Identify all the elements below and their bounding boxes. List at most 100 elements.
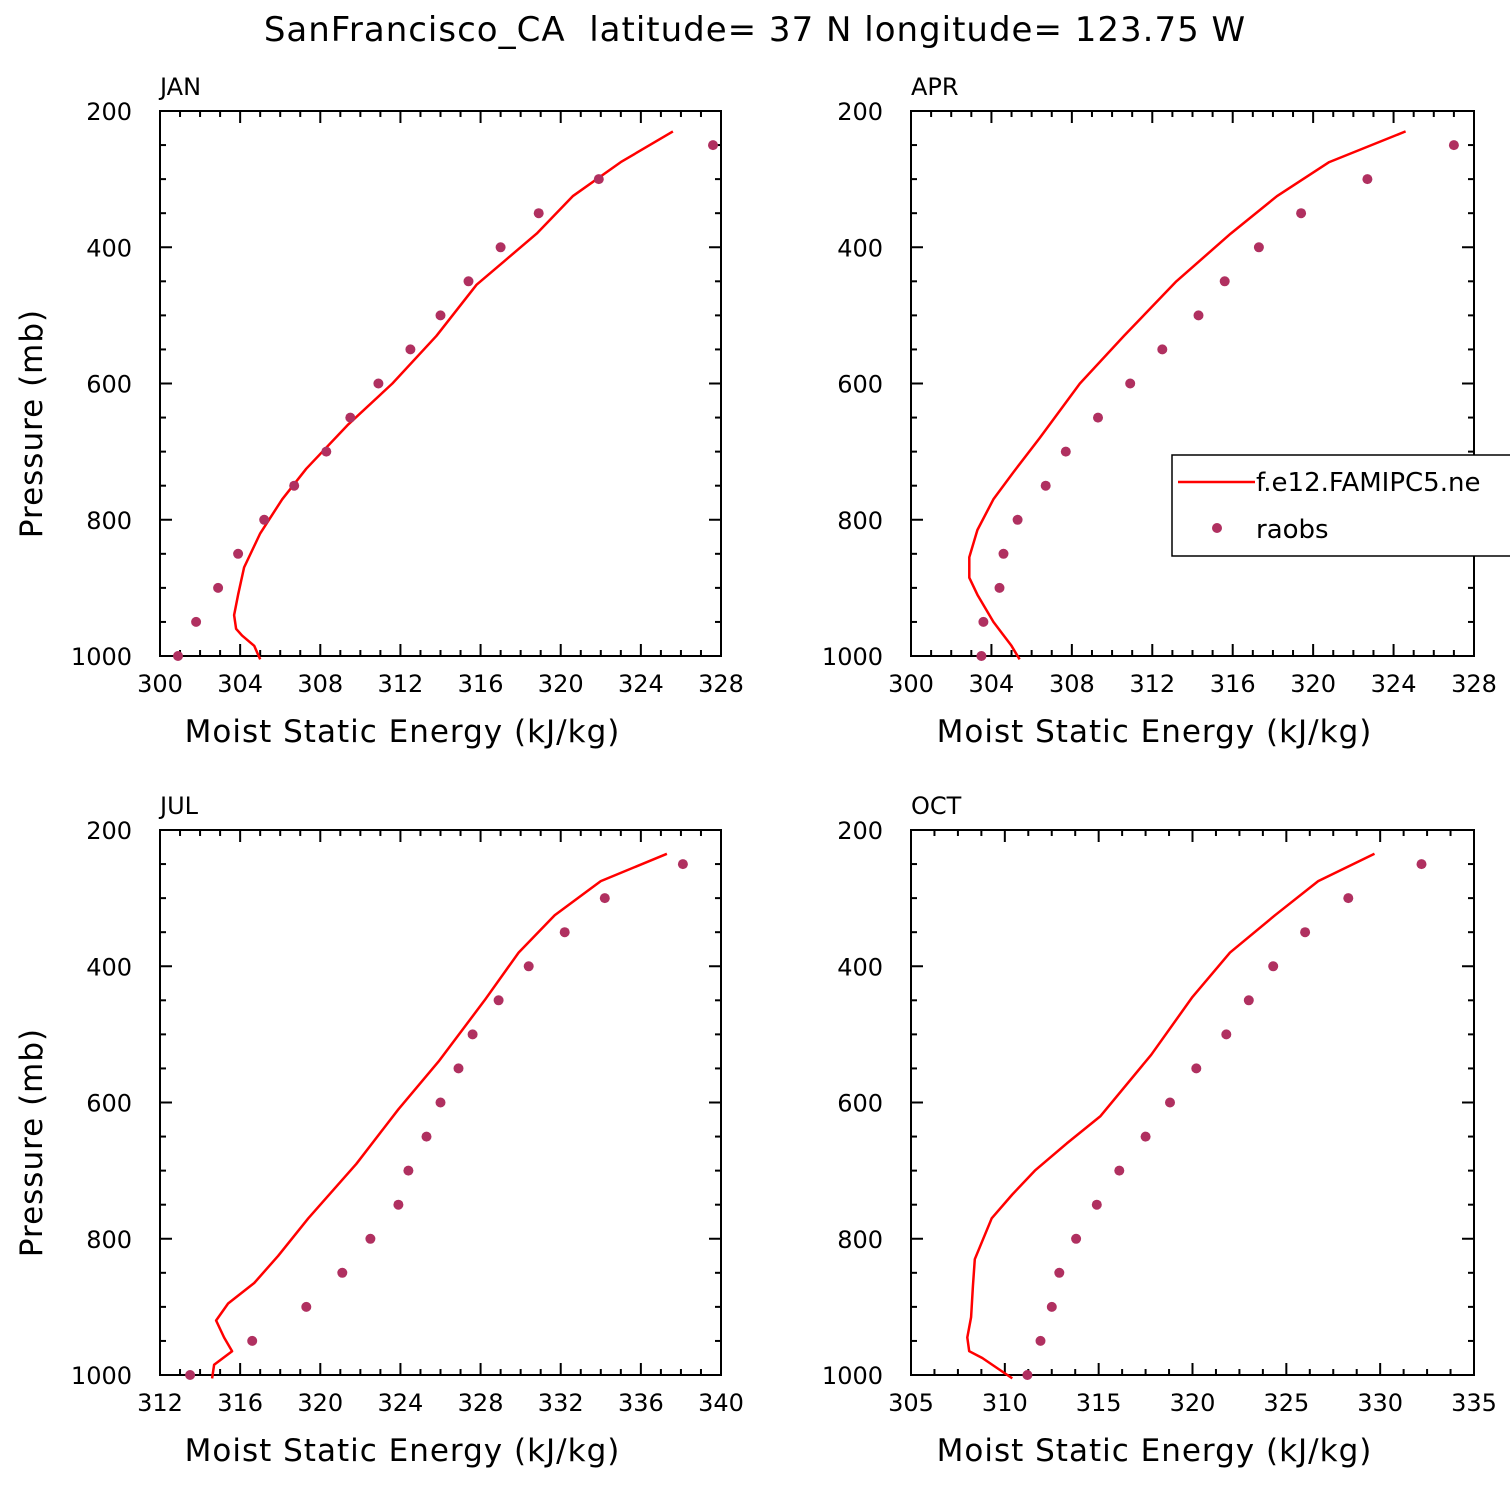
obs-point [1243,995,1254,1006]
x-ticks-apr [910,111,1475,656]
y-tick-label-jan: 1000 [71,643,132,671]
obs-point [523,961,534,972]
obs-point [467,1029,478,1040]
legend-box [1171,454,1510,557]
obs-points-apr [976,140,1459,661]
obs-point [1300,927,1311,938]
obs-point [1362,174,1373,185]
x-tick-label-apr: 324 [1371,670,1417,698]
x-tick-label-jul: 316 [217,1389,263,1417]
obs-point [435,310,446,321]
obs-point [247,1335,258,1346]
y-tick-label-oct: 1000 [822,1362,883,1390]
obs-point [1296,208,1307,219]
x-tick-label-oct: 325 [1263,1389,1309,1417]
obs-points-jan [173,140,718,661]
obs-point [393,1199,404,1210]
obs-point [1448,140,1459,151]
obs-point [1040,480,1051,491]
obs-point [533,208,544,219]
x-ticks-jan [159,111,722,656]
obs-point [337,1267,348,1278]
obs-point [1165,1097,1175,1108]
obs-point [994,582,1005,593]
panel-oct: 305 310 315 320 325 330 335 200 400 600 800 1000 OCT… [822,792,1497,1469]
x-tick-label-jul: 332 [538,1389,584,1417]
y-tick-label-jul: 200 [86,817,132,845]
obs-point [998,548,1009,559]
model-line-apr [968,130,1407,661]
x-tick-label-apr: 300 [888,670,934,698]
obs-point [495,242,506,253]
legend-obs-marker [1212,523,1222,533]
obs-point [1219,276,1230,287]
y-tick-label-apr: 200 [837,98,883,126]
panel-title-jul: JUL [158,792,199,820]
plot-frame-oct [910,829,1475,1376]
x-tick-label-apr: 320 [1290,670,1336,698]
y-ticks-jan [160,110,721,657]
y-tick-label-jul: 600 [86,1090,132,1118]
obs-point [345,412,356,423]
y-tick-label-apr: 800 [837,507,883,535]
x-tick-label-jan: 312 [378,670,424,698]
legend: f.e12.FAMIPC5.ne raobs [1171,454,1510,557]
x-ticks-jul [159,830,722,1375]
x-tick-label-jan: 316 [458,670,504,698]
panel-jul: 312 316 320 324 328 332 336 340 200 400 600 800 1000… [14,792,744,1469]
obs-point [1125,378,1136,389]
y-axis-label-jul: Pressure (mb) [14,1028,50,1257]
obs-point [403,1165,414,1176]
y-tick-label-jul: 1000 [71,1362,132,1390]
x-tick-label-jul: 320 [297,1389,343,1417]
obs-point [365,1233,376,1244]
obs-point [185,1370,196,1380]
y-tick-label-jul: 400 [86,953,132,981]
x-tick-label-apr: 312 [1129,670,1175,698]
obs-point [1060,446,1071,457]
legend-model-label: f.e12.FAMIPC5.ne [1256,468,1480,498]
x-tick-label-jan: 328 [698,670,744,698]
obs-point [976,651,987,661]
obs-point [321,446,332,457]
model-line-jul [210,852,668,1379]
y-tick-label-oct: 200 [837,817,883,845]
y-tick-label-jan: 200 [86,98,132,126]
panel-jan: 300 304 308 312 316 320 324 328 200 400 600 800 1000… [14,73,744,750]
obs-point [301,1301,312,1312]
y-axis-label-jan: Pressure (mb) [14,309,50,538]
obs-point [1022,1370,1033,1380]
obs-point [373,378,384,389]
plot-frame-apr [910,110,1475,657]
obs-point [435,1097,446,1108]
obs-point [599,893,610,904]
obs-point [289,480,300,491]
obs-point [233,548,244,559]
obs-point [463,276,474,287]
obs-point [1091,1199,1102,1210]
figure-title: SanFrancisco_CA latitude= 37 N longitude… [263,10,1247,50]
x-tick-label-jul: 312 [137,1389,183,1417]
obs-point [1093,412,1103,423]
obs-point [1191,1063,1202,1074]
obs-point [1114,1165,1125,1176]
obs-point [1268,961,1279,972]
obs-point [493,995,504,1006]
x-tick-label-oct: 310 [982,1389,1028,1417]
x-axis-label-apr: Moist Static Energy (kJ/kg) [937,714,1373,750]
obs-point [1193,310,1204,321]
y-tick-label-oct: 400 [837,953,883,981]
obs-point [1046,1301,1057,1312]
obs-point [1343,893,1354,904]
obs-point [453,1063,464,1074]
x-tick-label-jul: 336 [618,1389,664,1417]
obs-point [978,616,989,627]
model-line-oct [966,852,1376,1380]
y-tick-label-oct: 600 [837,1090,883,1118]
obs-point [677,859,688,870]
x-tick-label-apr: 304 [969,670,1015,698]
obs-point [1140,1131,1151,1142]
obs-point [405,344,416,355]
obs-point [1157,344,1168,355]
obs-point [421,1131,432,1142]
